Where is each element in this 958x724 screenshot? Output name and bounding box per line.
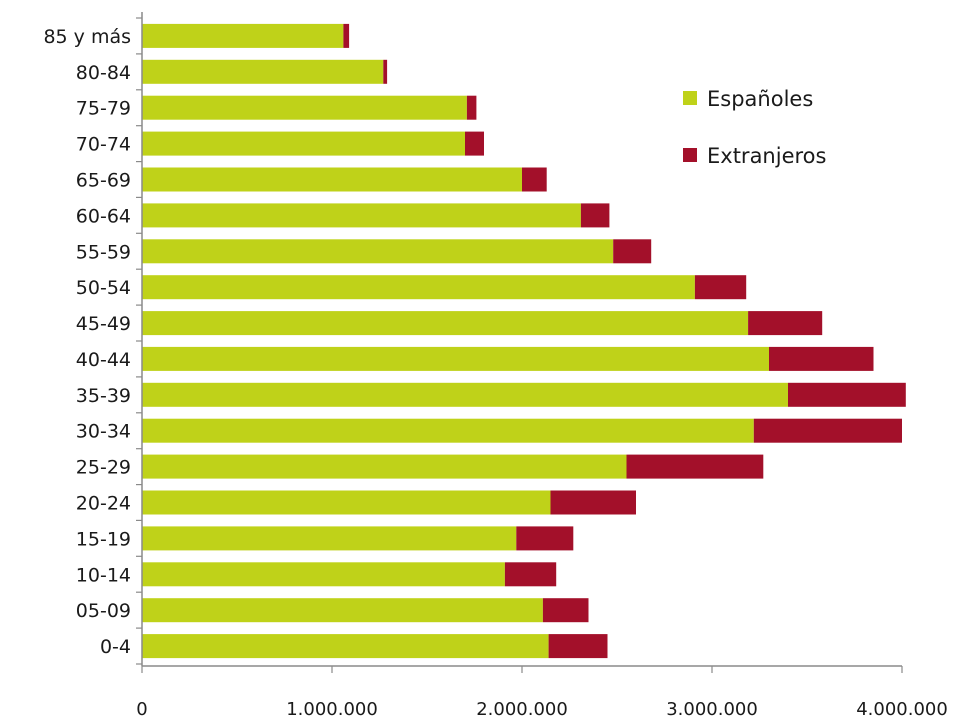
bar-espanoles-13 — [142, 167, 522, 192]
category-label: 15-19 — [76, 528, 131, 550]
category-label: 65-69 — [76, 170, 131, 192]
category-label: 25-29 — [76, 457, 131, 479]
category-label: 45-49 — [76, 313, 131, 335]
bar-espanoles-2 — [142, 562, 505, 587]
bar-espanoles-3 — [142, 526, 517, 551]
legend-label-extranjeros: Extranjeros — [707, 144, 826, 168]
category-labels: 0-4 05-09 10-14 15-19 20-24 25-29 30-34 35-39 40… — [43, 26, 131, 658]
category-label: 40-44 — [76, 349, 131, 371]
axes-group — [136, 12, 903, 673]
category-label: 80-84 — [76, 62, 131, 84]
x-tick-label: 4.000.000 — [856, 699, 948, 720]
bar-espanoles-5 — [142, 454, 627, 479]
bar-extranjeros-4 — [550, 490, 636, 515]
category-label: 0-4 — [100, 636, 131, 658]
bar-extranjeros-5 — [626, 454, 764, 479]
bar-espanoles-7 — [142, 382, 788, 407]
bar-extranjeros-1 — [542, 598, 589, 623]
bar-espanoles-12 — [142, 203, 581, 228]
bar-espanoles-4 — [142, 490, 551, 515]
bar-espanoles-9 — [142, 311, 749, 336]
bar-espanoles-16 — [142, 59, 384, 84]
x-tick-label: 3.000.000 — [666, 699, 758, 720]
x-tick-label: 2.000.000 — [476, 699, 568, 720]
bar-espanoles-6 — [142, 418, 754, 443]
category-label: 05-09 — [76, 600, 131, 622]
x-tick-labels: 0 1.000.000 2.000.000 3.000.000 4.000.000 — [136, 699, 948, 720]
bars-group — [142, 23, 906, 659]
bar-extranjeros-16 — [383, 59, 388, 84]
legend-label-espanoles: Españoles — [707, 87, 813, 111]
bar-extranjeros-12 — [580, 203, 610, 228]
bar-espanoles-17 — [142, 23, 344, 48]
bar-espanoles-10 — [142, 275, 695, 300]
bar-espanoles-8 — [142, 346, 769, 371]
bar-espanoles-11 — [142, 239, 614, 264]
bar-extranjeros-11 — [613, 239, 652, 264]
bar-extranjeros-17 — [343, 23, 350, 48]
bar-espanoles-0 — [142, 634, 549, 659]
category-label: 85 y más — [43, 26, 131, 48]
bar-extranjeros-9 — [748, 311, 823, 336]
bar-extranjeros-7 — [788, 382, 906, 407]
x-tick-label: 0 — [136, 699, 147, 720]
bar-extranjeros-8 — [769, 346, 874, 371]
category-label: 20-24 — [76, 493, 131, 515]
bar-extranjeros-2 — [504, 562, 557, 587]
category-label: 35-39 — [76, 385, 131, 407]
bar-extranjeros-0 — [548, 634, 608, 659]
bar-extranjeros-6 — [753, 418, 902, 443]
category-label: 10-14 — [76, 564, 131, 586]
bar-espanoles-1 — [142, 598, 543, 623]
legend: Españoles Extranjeros — [683, 87, 826, 168]
category-label: 75-79 — [76, 98, 131, 120]
legend-swatch-extranjeros — [683, 148, 697, 162]
bar-espanoles-14 — [142, 131, 465, 156]
category-label: 70-74 — [76, 134, 131, 156]
category-label: 50-54 — [76, 277, 131, 299]
category-label: 60-64 — [76, 205, 131, 227]
bar-espanoles-15 — [142, 95, 467, 120]
bar-extranjeros-10 — [694, 275, 747, 300]
bar-extranjeros-3 — [516, 526, 574, 551]
bar-extranjeros-15 — [466, 95, 477, 120]
bar-extranjeros-14 — [465, 131, 484, 156]
bar-extranjeros-13 — [522, 167, 547, 192]
legend-swatch-espanoles — [683, 91, 697, 105]
category-label: 55-59 — [76, 241, 131, 263]
category-label: 30-34 — [76, 421, 131, 443]
x-tick-label: 1.000.000 — [286, 699, 378, 720]
